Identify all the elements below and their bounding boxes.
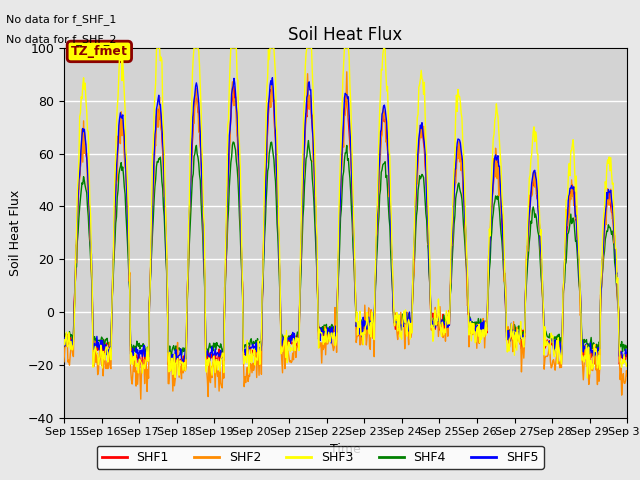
Text: No data for f_SHF_2: No data for f_SHF_2	[6, 34, 117, 45]
Legend: SHF1, SHF2, SHF3, SHF4, SHF5: SHF1, SHF2, SHF3, SHF4, SHF5	[97, 446, 543, 469]
Text: No data for f_SHF_1: No data for f_SHF_1	[6, 14, 116, 25]
X-axis label: Time: Time	[330, 443, 361, 456]
Title: Soil Heat Flux: Soil Heat Flux	[289, 25, 403, 44]
Y-axis label: Soil Heat Flux: Soil Heat Flux	[10, 190, 22, 276]
Text: TZ_fmet: TZ_fmet	[71, 45, 128, 58]
